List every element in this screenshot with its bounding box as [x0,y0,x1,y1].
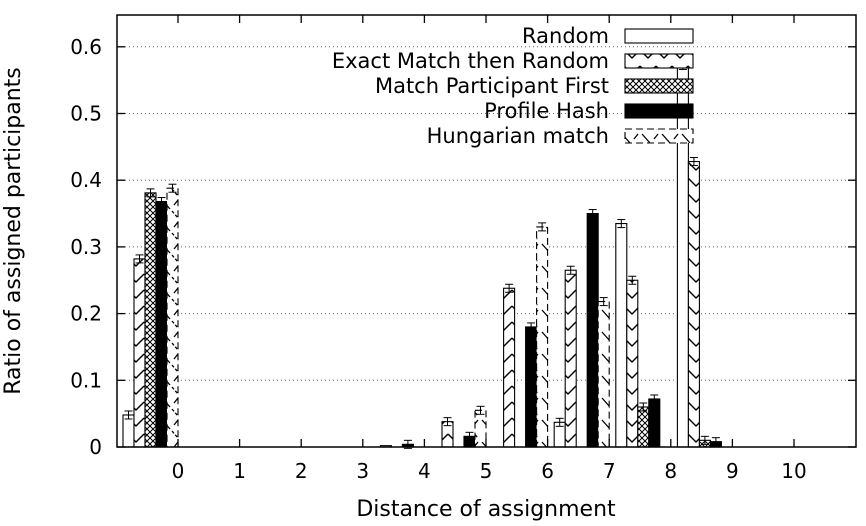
bar [637,406,650,448]
x-tick-label: 7 [603,459,616,483]
bar [676,64,689,448]
y-tick-label: 0.4 [70,168,102,192]
y-tick-label: 0.6 [70,35,102,59]
x-tick-label: 3 [356,459,369,483]
bar [525,326,538,448]
y-tick-label: 0.5 [70,102,102,126]
legend-swatch [624,128,694,144]
x-tick-label: 10 [781,459,806,483]
legend-label: Exact Match then Random [332,49,609,73]
bar [687,160,700,448]
y-tick-label: 0.1 [70,368,102,392]
y-axis-title: Ratio of assigned participants [1,67,26,395]
bar [626,279,639,448]
bar [155,200,168,448]
bar [564,269,577,448]
bars [122,60,722,449]
legend-label: Random [522,24,609,48]
bar [122,414,135,448]
legend-swatch [624,103,694,119]
legend-label: Hungarian match [427,124,609,148]
legend-swatch [624,28,694,44]
x-tick-label: 5 [480,459,493,483]
x-tick-label: 9 [726,459,739,483]
y-tick-label: 0.2 [70,302,102,326]
x-tick-label: 2 [295,459,308,483]
y-tick-label: 0.3 [70,235,102,259]
x-tick-label: 0 [172,459,185,483]
bar [474,409,487,448]
y-tick-label: 0 [89,435,102,459]
bar [133,258,146,448]
x-tick-label: 1 [233,459,246,483]
legend-label: Match Participant First [375,74,609,98]
x-tick-label: 8 [664,459,677,483]
x-tick-label: 6 [541,459,554,483]
bar [597,301,610,448]
bar [586,213,599,448]
bar [536,226,549,448]
bar [648,398,661,448]
legend-swatch [624,53,694,69]
y-axis: 0 0.1 0.2 0.3 0.4 0.5 0.6 [70,35,856,459]
legend-label: Profile Hash [484,99,609,123]
bar [144,192,157,448]
x-axis-title: Distance of assignment [356,497,616,522]
bar [615,223,628,448]
legend-swatch [624,78,694,94]
bar [166,187,179,448]
x-axis: 0 1 2 3 4 5 6 7 8 9 10 [172,15,807,483]
x-tick-label: 4 [418,459,431,483]
bar [503,287,516,448]
